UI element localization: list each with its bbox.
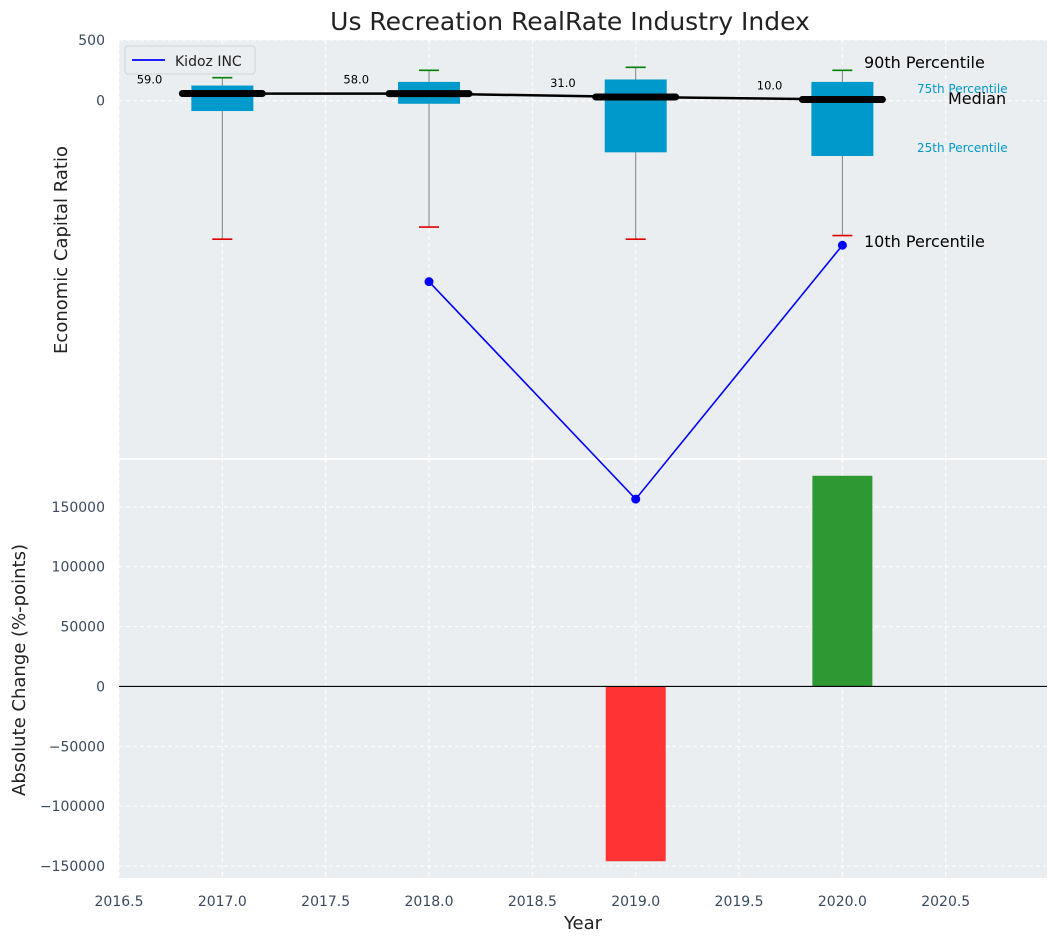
- change-bar: [812, 475, 873, 687]
- bottom-y-tick-label: 0: [96, 679, 105, 695]
- box-iqr: [604, 79, 667, 153]
- top-panel-background: [119, 40, 1047, 459]
- legend-frame: [124, 45, 256, 75]
- box-iqr: [191, 85, 254, 112]
- median-line: [181, 92, 884, 101]
- bottom-y-tick-label: 100000: [52, 560, 105, 576]
- annotation-p90: 90th Percentile: [864, 53, 985, 72]
- x-tick-label: 2017.0: [198, 894, 247, 910]
- change-bar: [605, 686, 666, 862]
- bottom-panel-background: [119, 459, 1047, 878]
- bottom-y-tick-label: −150000: [40, 859, 105, 875]
- median-data-label: 10.0: [757, 79, 783, 93]
- bottom-y-tick-label: −100000: [40, 799, 105, 815]
- company-point: [837, 240, 847, 250]
- top-y-axis-label: Economic Capital Ratio: [51, 146, 72, 354]
- x-tick-label: 2018.5: [508, 894, 557, 910]
- legend: Kidoz INC: [124, 45, 256, 75]
- median-data-label: 58.0: [343, 73, 369, 87]
- annotation-median: Median: [948, 89, 1006, 108]
- x-tick-label: 2020.5: [921, 894, 970, 910]
- bottom-y-tick-label: −50000: [49, 739, 105, 755]
- x-tick-label: 2018.0: [405, 894, 454, 910]
- annotation-p25: 25th Percentile: [917, 141, 1008, 155]
- x-tick-label: 2020.0: [818, 894, 867, 910]
- x-tick-label: 2019.5: [715, 894, 764, 910]
- box-iqr: [811, 81, 874, 156]
- bottom-y-tick-label: 150000: [52, 500, 105, 516]
- annotation-p75: 75th Percentile: [917, 82, 1008, 96]
- bottom-y-tick-label: 50000: [60, 620, 105, 636]
- top-y-tick-label: 500: [78, 33, 105, 49]
- x-tick-label: 2017.5: [301, 894, 350, 910]
- top-y-tick-label: 0: [96, 94, 105, 110]
- annotation-p10: 10th Percentile: [864, 232, 985, 251]
- legend-label: Kidoz INC: [175, 54, 242, 70]
- x-tick-label: 2019.0: [611, 894, 660, 910]
- bottom-y-axis-label: Absolute Change (%-points): [9, 544, 30, 796]
- company-point: [424, 277, 434, 287]
- median-data-label: 31.0: [550, 76, 576, 90]
- chart-title: Us Recreation RealRate Industry Index: [330, 7, 810, 36]
- company-point: [631, 494, 641, 504]
- median-data-label: 59.0: [137, 73, 163, 87]
- x-tick-label: 2016.5: [95, 894, 144, 910]
- x-axis-label: Year: [563, 913, 603, 934]
